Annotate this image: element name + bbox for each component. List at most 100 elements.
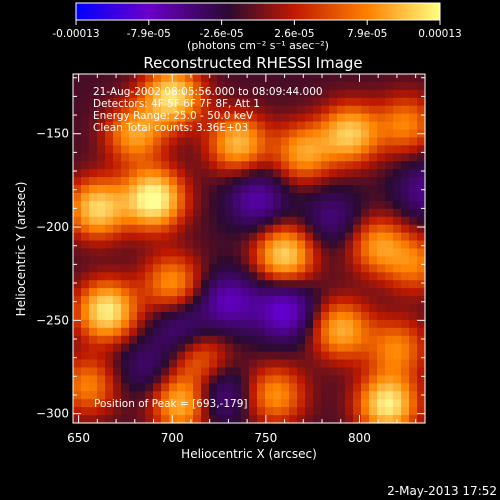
heatmap-cell: [401, 407, 410, 416]
heatmap-cell: [233, 240, 242, 250]
heatmap-cell: [305, 407, 314, 416]
heatmap-cell: [337, 399, 346, 408]
heatmap-cell: [273, 296, 282, 305]
heatmap-cell: [393, 105, 402, 115]
heatmap-cell: [345, 169, 354, 178]
heatmap-cell: [249, 319, 258, 329]
heatmap-cell: [225, 177, 234, 186]
heatmap-cell: [241, 153, 250, 162]
heatmap-cell: [281, 137, 290, 146]
heatmap-cell: [217, 105, 226, 115]
heatmap-cell: [361, 185, 370, 194]
heatmap-cell: [393, 407, 402, 416]
heatmap-cell: [81, 81, 90, 91]
heatmap-cell: [305, 288, 314, 297]
heatmap-cell: [225, 256, 234, 265]
heatmap-cell: [121, 232, 130, 242]
heatmap-cell: [217, 169, 226, 178]
heatmap-cell: [329, 296, 338, 305]
heatmap-cell: [193, 359, 202, 369]
heatmap-cell: [97, 121, 106, 131]
heatmap-cell: [361, 129, 370, 139]
heatmap-cell: [241, 81, 250, 91]
heatmap-cell: [209, 311, 218, 321]
heatmap-cell: [209, 359, 218, 369]
heatmap-cell: [129, 280, 138, 289]
heatmap-cell: [393, 232, 402, 242]
heatmap-cell: [81, 74, 90, 83]
heatmap-cell: [193, 327, 202, 337]
heatmap-cell: [329, 129, 338, 139]
heatmap-cell: [89, 161, 98, 170]
heatmap-cell: [241, 121, 250, 131]
heatmap-cell: [289, 129, 298, 139]
heatmap-cell: [377, 153, 386, 162]
heatmap-cell: [89, 311, 98, 321]
heatmap-cell: [177, 177, 186, 186]
heatmap-cell: [401, 113, 410, 123]
heatmap-cell: [417, 177, 426, 186]
heatmap-cell: [193, 200, 202, 210]
heatmap-cell: [121, 121, 130, 131]
heatmap-cell: [273, 232, 282, 242]
heatmap-cell: [209, 399, 218, 408]
heatmap-cell: [297, 248, 306, 258]
heatmap-cell: [137, 224, 146, 234]
heatmap-cell: [249, 383, 258, 392]
heatmap-cell: [345, 153, 354, 162]
heatmap-cell: [337, 415, 346, 424]
heatmap-cell: [121, 81, 130, 91]
heatmap-cell: [281, 399, 290, 408]
heatmap-cell: [305, 161, 314, 170]
heatmap-cell: [113, 185, 122, 194]
heatmap-cell: [185, 74, 194, 83]
heatmap-cell: [97, 383, 106, 392]
heatmap-cell: [145, 208, 154, 218]
heatmap-cell: [417, 383, 426, 392]
heatmap-cell: [153, 240, 162, 250]
heatmap-cell: [193, 232, 202, 242]
heatmap-cell: [145, 185, 154, 194]
heatmap-cell: [297, 288, 306, 297]
heatmap-cell: [305, 335, 314, 345]
heatmap-cell: [153, 327, 162, 337]
heatmap-cell: [417, 137, 426, 146]
heatmap-cell: [265, 224, 274, 234]
heatmap-cell: [177, 335, 186, 345]
heatmap-cell: [337, 177, 346, 186]
heatmap-cell: [297, 415, 306, 424]
heatmap-cell: [337, 208, 346, 218]
heatmap-cell: [153, 121, 162, 131]
heatmap-cell: [417, 81, 426, 91]
heatmap-cell: [241, 335, 250, 345]
heatmap-cell: [273, 367, 282, 377]
heatmap-cell: [193, 296, 202, 305]
heatmap-cell: [97, 391, 106, 400]
heatmap-cell: [345, 81, 354, 91]
heatmap-cell: [105, 280, 114, 289]
heatmap-cell: [209, 280, 218, 289]
heatmap-cell: [81, 327, 90, 337]
heatmap-cell: [289, 192, 298, 202]
heatmap-cell: [201, 224, 210, 234]
heatmap-cell: [121, 351, 130, 361]
heatmap-cell: [153, 375, 162, 384]
heatmap-cell: [417, 391, 426, 400]
heatmap-cell: [161, 304, 170, 313]
heatmap-cell: [305, 105, 314, 115]
heatmap-cell: [169, 74, 178, 83]
heatmap-cell: [393, 216, 402, 226]
heatmap-cell: [241, 311, 250, 321]
heatmap-cell: [297, 113, 306, 123]
heatmap-cell: [121, 375, 130, 384]
heatmap-cell: [113, 248, 122, 258]
heatmap-cell: [89, 177, 98, 186]
heatmap-cell: [321, 335, 330, 345]
heatmap-cell: [337, 81, 346, 91]
heatmap-cell: [233, 367, 242, 377]
heatmap-cell: [337, 272, 346, 281]
heatmap-cell: [361, 383, 370, 392]
heatmap-cell: [329, 224, 338, 234]
heatmap-cell: [113, 391, 122, 400]
heatmap-cell: [401, 304, 410, 313]
